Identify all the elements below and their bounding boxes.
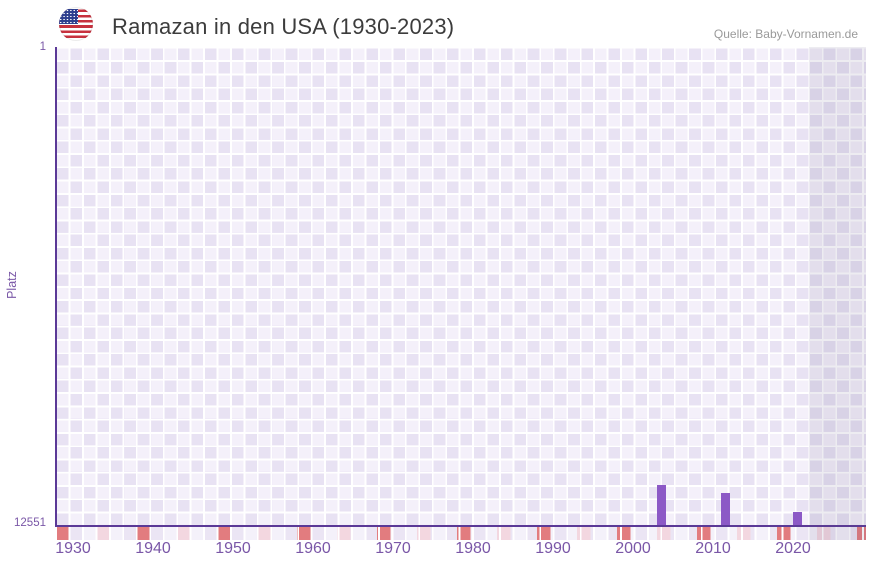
x-tick-label: 2000 [615, 540, 651, 557]
x-tick-label: 1960 [295, 540, 331, 557]
plot-area [55, 47, 866, 527]
x-tick-label: 1970 [375, 540, 411, 557]
y-tick-top: 1 [39, 41, 46, 53]
rank-bar-2020[interactable] [792, 512, 802, 525]
usa-flag-icon [59, 7, 93, 41]
y-axis-title: Platz [5, 271, 19, 299]
x-tick-label: 1950 [215, 540, 251, 557]
x-tick-label: 2010 [695, 540, 731, 557]
x-tick-label: 1990 [535, 540, 571, 557]
rank-bar-2003[interactable] [656, 484, 666, 525]
source-label: Quelle: Baby-Vornamen.de [713, 27, 858, 41]
x-tick-label: 1940 [135, 540, 171, 557]
x-tick-label: 2020 [775, 540, 811, 557]
x-tick-label: 1980 [455, 540, 491, 557]
y-tick-bottom: 12551 [14, 517, 46, 529]
year-marker-strip [57, 527, 866, 540]
rank-bar-2011[interactable] [720, 492, 730, 525]
chart-title: Ramazan in den USA (1930-2023) [112, 14, 455, 39]
usa-flag-canton [59, 9, 78, 24]
x-tick-label: 1930 [55, 540, 91, 557]
